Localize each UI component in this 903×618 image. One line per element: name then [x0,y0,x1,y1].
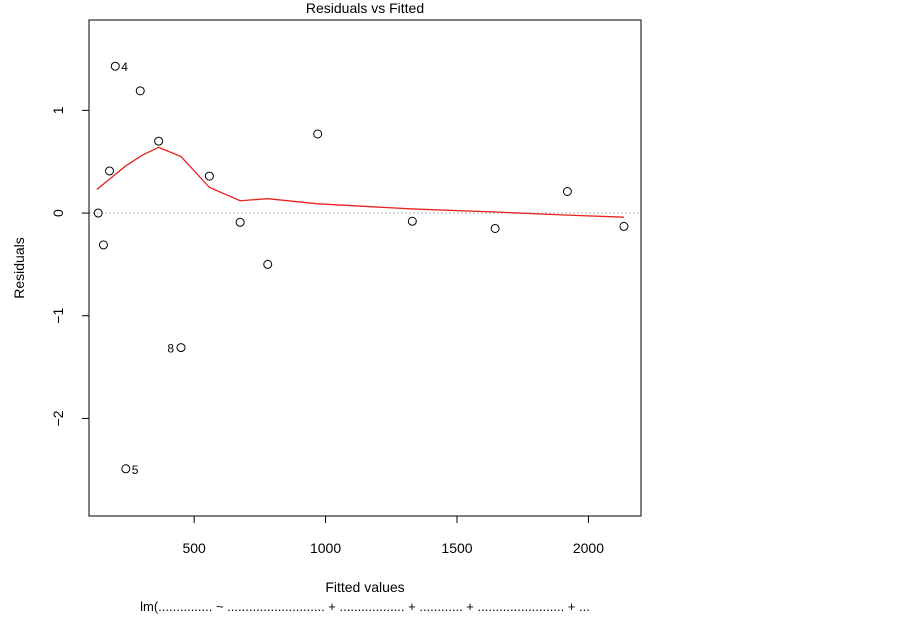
data-point [263,259,273,269]
data-point [204,171,214,181]
x-axis-label: Fitted values [325,579,404,595]
x-tick-label: 500 [182,540,206,556]
x-tick-label: 2000 [573,540,604,556]
y-tick-label: 0 [50,209,66,217]
data-point [562,186,572,196]
data-point [110,61,120,71]
chart-title: Residuals vs Fitted [306,0,424,16]
y-tick-label: 1 [50,106,66,114]
smoother-line [96,146,624,218]
point-labels: 4 5 8 [121,60,174,477]
data-point [121,464,131,474]
data-point [619,221,629,231]
model-formula-subtitle: lm(............... ~ ...................… [140,599,590,614]
y-axis: −2 −1 0 1 [50,106,90,426]
data-point [235,217,245,227]
point-label: 4 [121,60,128,74]
data-point [176,343,186,353]
data-point [490,223,500,233]
y-tick-label: −2 [50,410,66,426]
data-point [135,86,145,96]
y-tick-label: −1 [50,308,66,324]
point-label: 8 [167,342,174,356]
point-label: 5 [132,463,139,477]
y-axis-label: Residuals [11,237,27,298]
plot-frame [88,19,642,517]
data-point [98,240,108,250]
x-tick-label: 1000 [310,540,341,556]
data-point [105,166,115,176]
data-point [407,216,417,226]
data-point [313,129,323,139]
x-axis: 500 1000 1500 2000 [182,515,604,556]
data-points [93,61,629,474]
x-tick-label: 1500 [441,540,472,556]
data-point [93,208,103,218]
data-point [154,136,164,146]
